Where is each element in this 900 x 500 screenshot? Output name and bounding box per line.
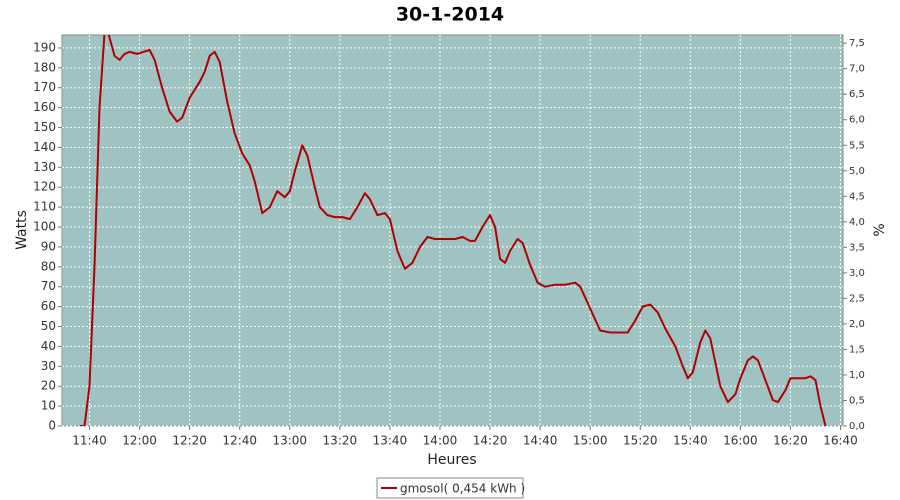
y-tick-label: 90 xyxy=(41,239,56,253)
x-tick-label: 14:00 xyxy=(423,434,458,448)
grid xyxy=(62,35,843,427)
x-tick-label: 13:20 xyxy=(323,434,358,448)
plot-area xyxy=(61,34,844,427)
y2-tick-label: 1,0 xyxy=(849,370,865,381)
x-tick-label: 16:00 xyxy=(723,434,758,448)
y2-axis-label: % xyxy=(872,223,888,236)
x-tick-label: 12:20 xyxy=(172,434,207,448)
y-tick-label: 130 xyxy=(33,160,56,174)
x-tick-label: 12:40 xyxy=(222,434,257,448)
y2-tick-label: 6,0 xyxy=(849,115,865,126)
legend-box xyxy=(376,477,524,499)
y2-tick-label: 7,0 xyxy=(849,64,865,75)
x-tick-label: 16:20 xyxy=(773,434,808,448)
data-line xyxy=(79,35,827,426)
x-tick-label: 15:40 xyxy=(673,434,708,448)
y2-tick-label: 3,5 xyxy=(849,242,865,253)
x-tick-label: 13:00 xyxy=(272,434,307,448)
y2-tick-label: 5,5 xyxy=(849,140,865,151)
y-tick-label: 60 xyxy=(41,299,56,313)
legend: gmosol( 0,454 kWh ) xyxy=(376,477,525,499)
y2-tick-label: 4,0 xyxy=(849,217,865,228)
y-axis-label: Watts xyxy=(14,210,30,250)
x-tick-label: 12:00 xyxy=(122,434,157,448)
series xyxy=(79,35,827,426)
legend-label: gmosol( 0,454 kWh ) xyxy=(400,482,525,496)
y-tick-label: 190 xyxy=(33,40,56,54)
x-tick-label: 16:40 xyxy=(823,434,858,448)
y2-tick-label: 2,0 xyxy=(849,319,865,330)
y-tick-label: 10 xyxy=(41,399,56,413)
x-tick-label: 15:20 xyxy=(623,434,658,448)
x-tick-label: 15:00 xyxy=(573,434,608,448)
x-tick-label: 14:20 xyxy=(473,434,508,448)
y-tick-label: 0 xyxy=(48,419,56,433)
x-tick-label: 14:40 xyxy=(523,434,558,448)
y-tick-label: 150 xyxy=(33,120,56,134)
x-tick-label: 13:40 xyxy=(373,434,408,448)
y2-tick-label: 0,0 xyxy=(849,421,865,432)
y-tick-label: 50 xyxy=(41,319,56,333)
y2-tick-label: 7,5 xyxy=(849,38,865,49)
y2-tick-label: 4,5 xyxy=(849,191,865,202)
y-tick-label: 140 xyxy=(33,140,56,154)
x-axis-label: Heures xyxy=(427,452,476,468)
y2-tick-label: 6,5 xyxy=(849,89,865,100)
y-tick-label: 80 xyxy=(41,259,56,273)
y2-tick-label: 3,0 xyxy=(849,268,865,279)
y-tick-label: 170 xyxy=(33,80,56,94)
y2-tick-label: 1,5 xyxy=(849,344,865,355)
y2-tick-label: 5,0 xyxy=(849,166,865,177)
y-tick-label: 40 xyxy=(41,339,56,353)
y2-tick-label: 0,5 xyxy=(849,395,865,406)
x-tick-label: 11:40 xyxy=(72,434,107,448)
y-tick-label: 30 xyxy=(41,359,56,373)
y-tick-label: 160 xyxy=(33,100,56,114)
y2-tick-label: 2,5 xyxy=(849,293,865,304)
y-tick-label: 70 xyxy=(41,279,56,293)
chart-title: 30-1-2014 xyxy=(396,4,504,26)
y-tick-label: 100 xyxy=(33,220,56,234)
y-tick-label: 110 xyxy=(33,200,56,214)
axes: 0 10 20 30 40 50 60 70 80 90 100 110 120 130 140 150 160… xyxy=(33,38,865,447)
y-tick-label: 120 xyxy=(33,180,56,194)
y-tick-label: 20 xyxy=(41,379,56,393)
y-tick-label: 180 xyxy=(33,60,56,74)
